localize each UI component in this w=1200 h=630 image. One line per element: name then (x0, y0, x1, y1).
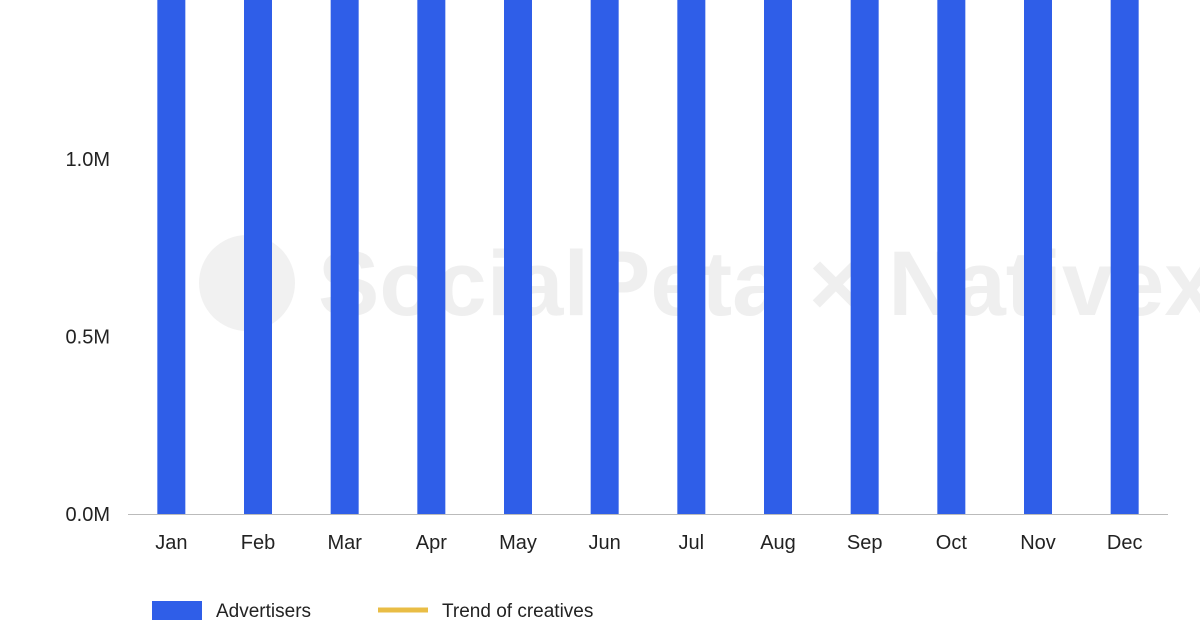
y-tick-label: 1.0M (66, 149, 110, 171)
x-axis: Jan Feb Mar Apr May Jun Jul Aug Sep Oct Nov Dec (128, 514, 1168, 554)
y-axis: 0.0M0.5M1.0M1.5M2.0M2.5M (66, 149, 110, 526)
x-tick-label: Dec (1107, 532, 1143, 554)
bar (764, 0, 792, 515)
bar (590, 0, 619, 515)
y-tick-label: 0.5M (66, 327, 110, 349)
x-tick-label: Apr (416, 532, 447, 554)
bar (417, 0, 446, 514)
x-tick-label: Nov (1020, 532, 1056, 554)
bar (157, 0, 186, 515)
watermark-text: SocialPeta × Nativex (318, 233, 1200, 335)
bar (937, 0, 966, 514)
x-tick-label: Feb (241, 532, 275, 554)
bar (330, 0, 359, 514)
bar (244, 0, 272, 514)
legend-label-advertisers: Advertisers (216, 601, 311, 622)
bar (677, 0, 706, 514)
x-tick-label: Oct (936, 532, 968, 554)
advertisers-bars (157, 0, 1139, 515)
watermark: SocialPeta × Nativex (199, 233, 1200, 335)
bar (850, 0, 879, 514)
y-tick-label: 0.0M (66, 504, 110, 526)
legend-swatch-advertisers (152, 601, 202, 620)
x-tick-label: Jul (679, 532, 705, 554)
bar (504, 0, 532, 515)
bar (1110, 0, 1139, 514)
x-tick-label: Jan (155, 532, 187, 554)
legend: Advertisers Trend of creatives (152, 601, 593, 622)
x-tick-label: Jun (589, 532, 621, 554)
x-tick-label: Mar (327, 532, 362, 554)
x-tick-label: May (499, 532, 537, 554)
x-tick-label: Aug (760, 532, 796, 554)
x-tick-label: Sep (847, 532, 883, 554)
bar (1024, 0, 1052, 514)
legend-label-trend-of-creatives: Trend of creatives (442, 601, 593, 622)
